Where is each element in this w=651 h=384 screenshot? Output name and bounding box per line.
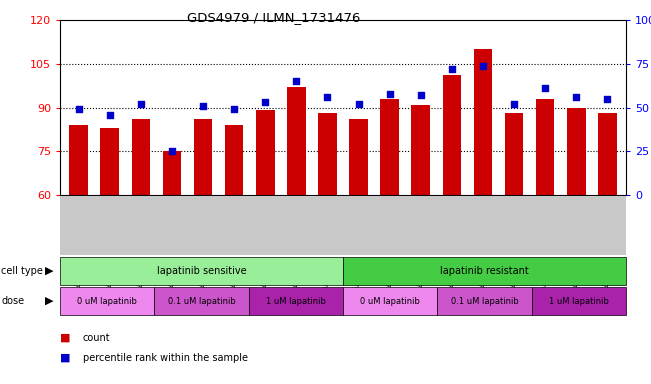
Point [509, 101, 519, 107]
Point [540, 85, 550, 91]
Point [105, 111, 115, 118]
Point [198, 103, 208, 109]
Bar [132, 119, 150, 195]
Text: dose: dose [1, 296, 25, 306]
Text: ▶: ▶ [45, 296, 53, 306]
Bar [343, 257, 626, 285]
Text: percentile rank within the sample: percentile rank within the sample [83, 353, 248, 363]
Bar [411, 104, 430, 195]
Text: GDS4979 / ILMN_1731476: GDS4979 / ILMN_1731476 [187, 12, 360, 25]
Bar [69, 125, 88, 195]
Bar [163, 151, 181, 195]
Bar [380, 99, 399, 195]
Bar [60, 287, 154, 315]
Bar [194, 119, 212, 195]
Point [571, 94, 581, 100]
Point [74, 106, 84, 113]
Bar [437, 287, 532, 315]
Bar [443, 75, 461, 195]
Point [447, 66, 457, 72]
Bar [532, 287, 626, 315]
Point [229, 106, 240, 113]
Bar [60, 257, 343, 285]
Text: ▶: ▶ [45, 266, 53, 276]
Text: ■: ■ [60, 333, 70, 343]
Bar [225, 125, 243, 195]
Text: cell type: cell type [1, 266, 43, 276]
Bar [318, 113, 337, 195]
Bar [343, 287, 437, 315]
Text: 1 uM lapatinib: 1 uM lapatinib [266, 296, 326, 306]
Bar [249, 287, 343, 315]
Bar [598, 113, 616, 195]
Point [385, 90, 395, 96]
Point [415, 92, 426, 98]
Text: lapatinib resistant: lapatinib resistant [440, 266, 529, 276]
Point [135, 101, 146, 107]
Point [167, 148, 177, 154]
Text: 1 uM lapatinib: 1 uM lapatinib [549, 296, 609, 306]
Bar [349, 119, 368, 195]
Bar [154, 287, 249, 315]
Point [353, 101, 364, 107]
Bar [100, 128, 119, 195]
Point [260, 99, 270, 105]
Bar [474, 49, 492, 195]
Bar [256, 111, 275, 195]
Text: count: count [83, 333, 111, 343]
Bar [287, 87, 306, 195]
Point [291, 78, 301, 84]
Bar [536, 99, 555, 195]
Bar [505, 113, 523, 195]
Text: ■: ■ [60, 353, 70, 363]
Text: 0 uM lapatinib: 0 uM lapatinib [360, 296, 420, 306]
Point [478, 63, 488, 69]
Text: 0.1 uM lapatinib: 0.1 uM lapatinib [450, 296, 518, 306]
Text: 0.1 uM lapatinib: 0.1 uM lapatinib [167, 296, 236, 306]
Point [602, 96, 613, 102]
Point [322, 94, 333, 100]
Text: lapatinib sensitive: lapatinib sensitive [157, 266, 246, 276]
Text: 0 uM lapatinib: 0 uM lapatinib [77, 296, 137, 306]
Bar [567, 108, 585, 195]
